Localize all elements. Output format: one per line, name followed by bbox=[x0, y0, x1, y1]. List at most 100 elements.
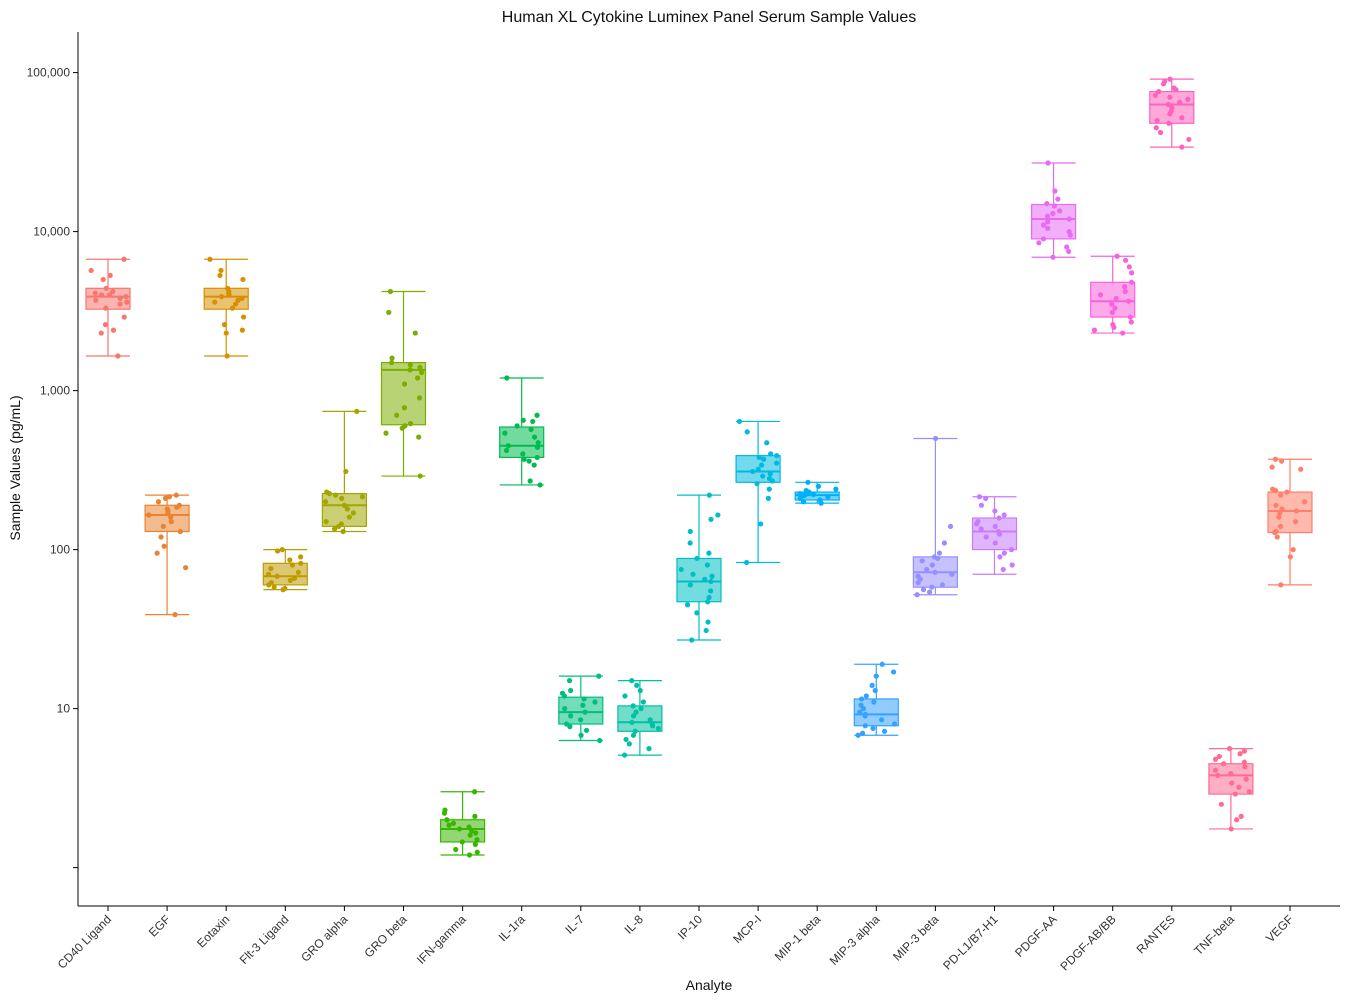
data-point bbox=[750, 468, 756, 475]
data-point bbox=[223, 330, 229, 336]
data-point bbox=[630, 713, 637, 719]
data-point bbox=[767, 471, 773, 477]
data-point bbox=[1173, 87, 1179, 93]
data-point bbox=[1216, 753, 1222, 760]
data-point bbox=[534, 412, 540, 418]
data-point bbox=[766, 486, 772, 492]
data-point bbox=[1277, 523, 1284, 529]
data-point bbox=[339, 495, 345, 501]
chart-title: Human XL Cytokine Luminex Panel Serum Sa… bbox=[502, 9, 916, 26]
data-point bbox=[582, 709, 588, 715]
data-point bbox=[996, 531, 1003, 537]
data-point bbox=[221, 322, 228, 328]
data-point bbox=[102, 322, 109, 328]
data-point bbox=[346, 514, 352, 520]
x-tick-label: IL-7 bbox=[562, 912, 587, 937]
data-point bbox=[580, 702, 586, 708]
data-point bbox=[1008, 547, 1015, 553]
data-point bbox=[577, 717, 584, 723]
data-point bbox=[473, 830, 479, 836]
data-point bbox=[706, 492, 712, 498]
data-point bbox=[978, 502, 985, 508]
data-point bbox=[1055, 196, 1061, 202]
data-point bbox=[535, 440, 541, 446]
data-point bbox=[936, 550, 943, 556]
data-point bbox=[124, 299, 130, 305]
data-point bbox=[166, 494, 173, 500]
data-point bbox=[1237, 751, 1243, 757]
data-point bbox=[1045, 225, 1051, 231]
data-point bbox=[1040, 222, 1047, 228]
data-point bbox=[715, 512, 721, 518]
data-point bbox=[630, 732, 637, 738]
data-point bbox=[1241, 748, 1247, 754]
x-tick-label: MCP-I bbox=[730, 912, 764, 946]
data-point bbox=[103, 285, 109, 291]
data-point bbox=[578, 732, 584, 738]
data-point bbox=[805, 479, 811, 485]
data-point bbox=[1212, 767, 1219, 773]
data-point bbox=[825, 494, 831, 500]
data-point bbox=[531, 462, 537, 468]
data-point bbox=[597, 737, 603, 744]
data-point bbox=[1228, 826, 1234, 832]
data-point bbox=[768, 451, 774, 457]
data-point bbox=[862, 723, 868, 729]
data-point bbox=[1126, 298, 1132, 304]
box-iqr bbox=[321, 493, 367, 527]
data-point bbox=[117, 301, 123, 307]
data-point bbox=[467, 832, 473, 838]
data-point bbox=[389, 355, 395, 361]
data-point bbox=[833, 486, 839, 492]
data-point bbox=[707, 588, 714, 594]
data-point bbox=[1001, 550, 1007, 556]
data-point bbox=[702, 576, 708, 582]
data-point bbox=[818, 500, 824, 506]
data-point bbox=[383, 430, 389, 436]
data-point bbox=[474, 837, 480, 843]
data-point bbox=[1226, 746, 1233, 752]
data-point bbox=[1112, 305, 1118, 311]
data-point bbox=[520, 451, 526, 457]
data-point bbox=[1272, 456, 1279, 462]
data-point bbox=[862, 713, 868, 719]
data-point bbox=[1109, 309, 1115, 316]
box-iqr bbox=[380, 362, 427, 426]
x-tick-label: PDGF-AA bbox=[1012, 912, 1060, 960]
data-point bbox=[235, 297, 241, 303]
data-point bbox=[562, 706, 568, 712]
data-point bbox=[1284, 489, 1290, 495]
data-point bbox=[93, 297, 99, 303]
data-point bbox=[123, 294, 129, 300]
data-point bbox=[855, 732, 861, 738]
data-point bbox=[890, 669, 897, 675]
data-point bbox=[146, 512, 152, 518]
data-point bbox=[1120, 330, 1126, 336]
data-point bbox=[534, 444, 541, 450]
data-point bbox=[1114, 253, 1120, 259]
data-point bbox=[266, 582, 272, 588]
x-tick-label: CD40 Ligand bbox=[55, 912, 114, 971]
data-point bbox=[1066, 248, 1072, 255]
data-point bbox=[416, 395, 423, 401]
data-point bbox=[1009, 562, 1015, 568]
data-point bbox=[932, 435, 939, 442]
data-point bbox=[920, 587, 927, 593]
data-point bbox=[1045, 160, 1051, 166]
data-point bbox=[1156, 88, 1162, 95]
data-point bbox=[224, 353, 230, 359]
data-point bbox=[1129, 270, 1135, 276]
data-point bbox=[341, 502, 347, 508]
data-point bbox=[708, 516, 714, 522]
data-point bbox=[173, 492, 179, 498]
data-point bbox=[287, 577, 293, 584]
data-point bbox=[932, 569, 938, 575]
data-point bbox=[505, 443, 511, 449]
data-point bbox=[1067, 232, 1073, 238]
data-point bbox=[1152, 92, 1159, 98]
data-point bbox=[326, 491, 333, 497]
data-point bbox=[446, 822, 452, 828]
data-point bbox=[183, 565, 189, 571]
data-point bbox=[1229, 780, 1235, 786]
